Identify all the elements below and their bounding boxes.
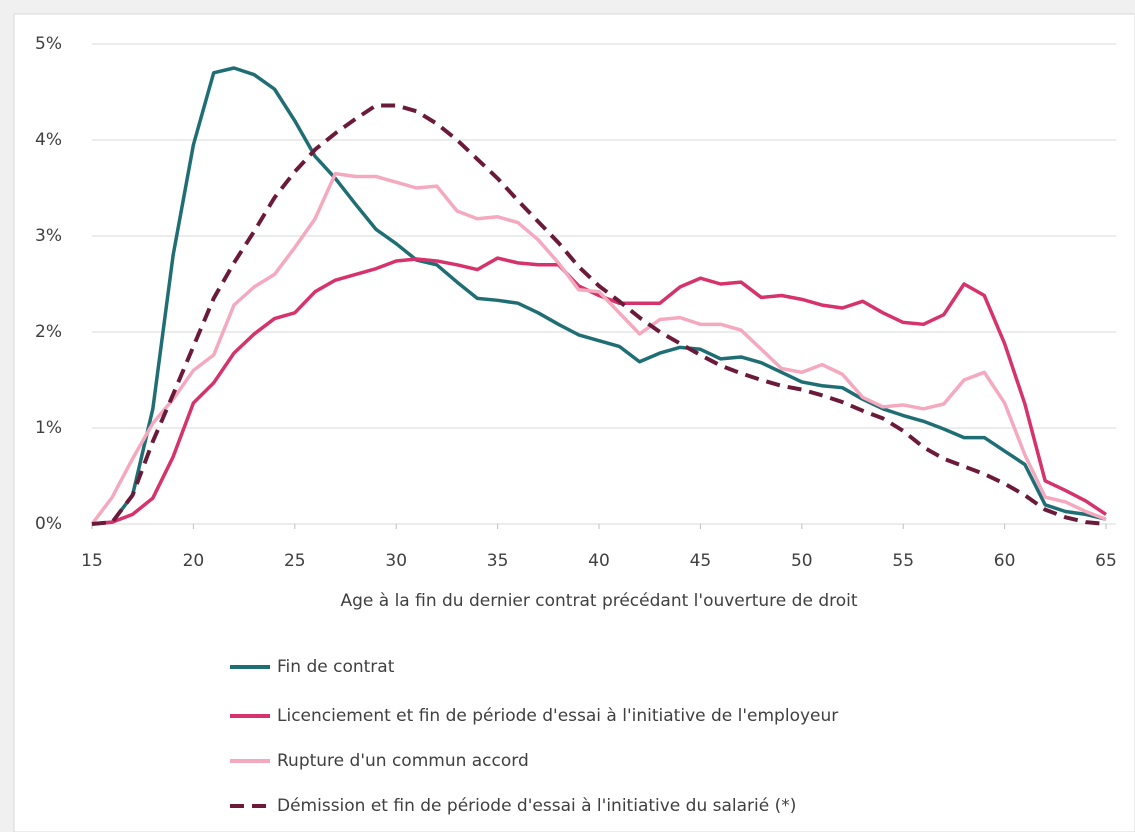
chart-panel xyxy=(13,13,1135,832)
y-tick-label: 3% xyxy=(35,226,62,246)
x-axis-label: Age à la fin du dernier contrat précédan… xyxy=(340,591,857,611)
series-line xyxy=(91,103,1107,526)
x-tick-label: 60 xyxy=(994,551,1016,571)
series-line xyxy=(90,171,1107,526)
x-tick-label: 30 xyxy=(385,551,407,571)
series-line xyxy=(91,66,1107,526)
x-tick-label: 65 xyxy=(1095,551,1117,571)
x-tick-label: 40 xyxy=(588,551,610,571)
y-tick-label: 1% xyxy=(35,418,62,438)
x-tick-label: 35 xyxy=(487,551,509,571)
y-tick-label: 2% xyxy=(35,322,62,342)
x-tick-label: 50 xyxy=(791,551,813,571)
legend-label: Fin de contrat xyxy=(277,657,395,677)
legend-label: Rupture d'un commun accord xyxy=(277,751,529,771)
legend-label: Licenciement et fin de période d'essai à… xyxy=(277,706,838,726)
x-tick-label: 15 xyxy=(81,551,103,571)
x-tick-label: 45 xyxy=(690,551,712,571)
x-tick-label: 20 xyxy=(183,551,205,571)
y-tick-label: 4% xyxy=(35,130,62,150)
series-line xyxy=(91,256,1107,526)
y-tick-label: 5% xyxy=(35,34,62,54)
x-tick-label: 55 xyxy=(892,551,914,571)
legend-label: Démission et fin de période d'essai à l'… xyxy=(277,796,796,816)
x-tick-label: 25 xyxy=(284,551,306,571)
y-tick-label: 0% xyxy=(35,514,62,534)
